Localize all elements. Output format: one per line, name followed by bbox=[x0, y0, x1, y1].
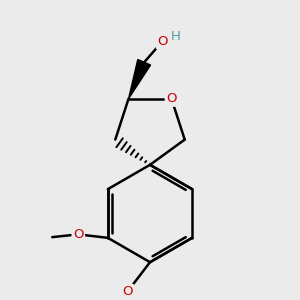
Polygon shape bbox=[128, 59, 151, 99]
Text: O: O bbox=[158, 35, 168, 48]
Text: O: O bbox=[122, 285, 133, 298]
Text: O: O bbox=[166, 92, 177, 105]
Text: O: O bbox=[73, 228, 83, 241]
Text: H: H bbox=[170, 30, 180, 44]
